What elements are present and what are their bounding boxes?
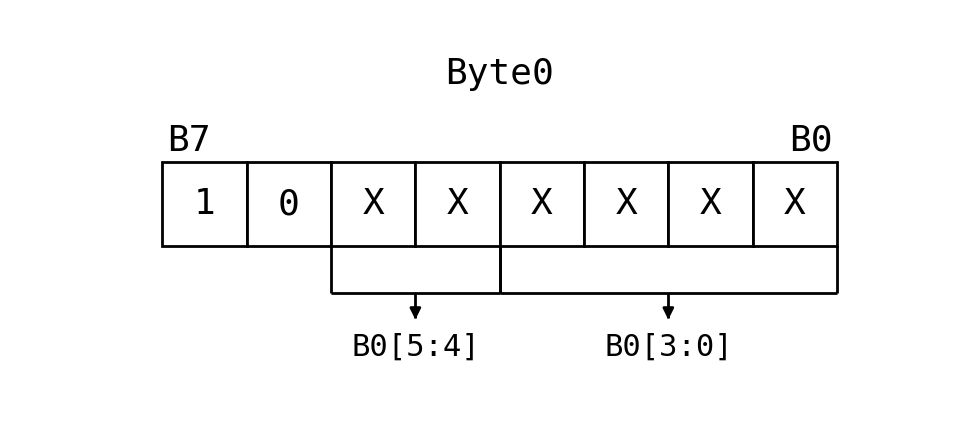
Text: X: X (363, 187, 384, 221)
Bar (668, 162, 753, 247)
Bar (584, 162, 668, 247)
Text: X: X (615, 187, 637, 221)
Bar (499, 162, 584, 247)
Text: X: X (447, 187, 468, 221)
Bar (753, 162, 837, 247)
Text: B0: B0 (789, 124, 833, 158)
Bar (163, 162, 247, 247)
Text: 0: 0 (278, 187, 299, 221)
Text: X: X (784, 187, 805, 221)
Text: 1: 1 (194, 187, 215, 221)
Text: X: X (531, 187, 553, 221)
Text: B7: B7 (167, 124, 211, 158)
Text: B0[3:0]: B0[3:0] (604, 332, 732, 361)
Text: B0[5:4]: B0[5:4] (351, 332, 480, 361)
Bar (415, 162, 500, 247)
Text: Byte0: Byte0 (446, 57, 554, 91)
Bar (332, 162, 415, 247)
Text: X: X (700, 187, 722, 221)
Bar (247, 162, 332, 247)
